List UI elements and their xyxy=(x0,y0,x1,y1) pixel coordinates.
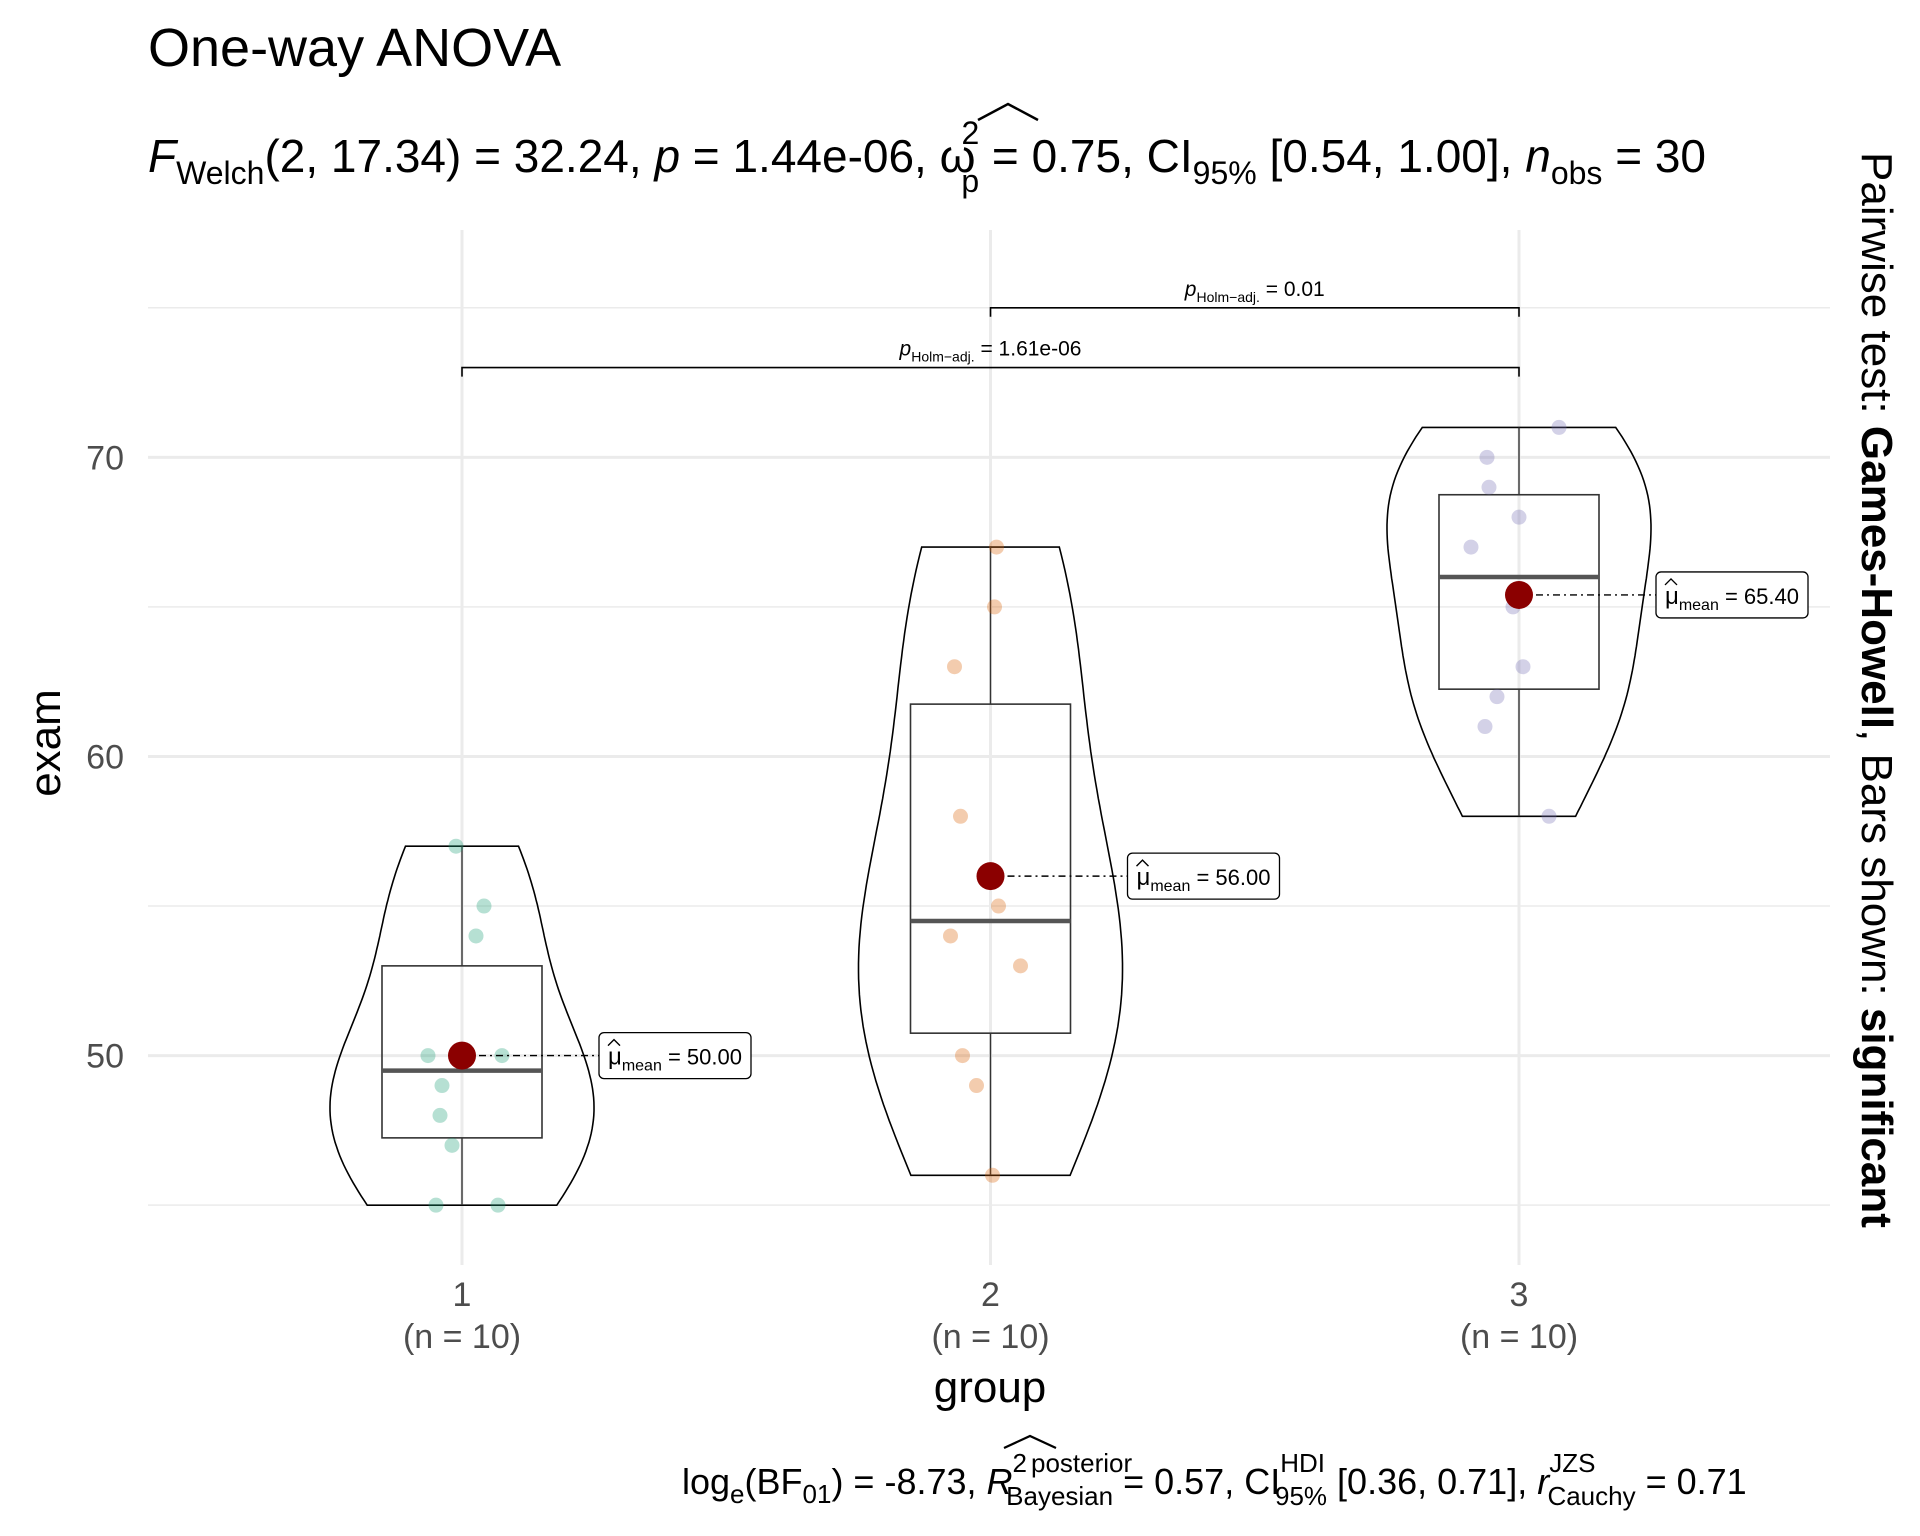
mean-hat xyxy=(607,1038,621,1047)
data-point xyxy=(444,1137,460,1153)
pairwise-test-label: Pairwise test: Games-Howell, Bars shown:… xyxy=(1852,152,1901,1228)
chart-title: One-way ANOVA xyxy=(148,18,561,78)
y-axis-label: exam xyxy=(21,689,70,797)
x-tick-label: 2 xyxy=(981,1276,1000,1314)
comparison-label: pHolm−adj. = 1.61e-06 xyxy=(899,338,1082,365)
mean-point-group-2 xyxy=(976,862,1005,891)
mean-label: μmean = 56.00 xyxy=(1137,864,1271,895)
data-point xyxy=(947,659,962,675)
data-point xyxy=(1551,419,1567,435)
mean-label-box xyxy=(1126,852,1281,900)
bayes-caption: loge(BF01) = -8.73, R2 posterior Bayesian … xyxy=(682,1448,1747,1511)
violin-group-3 xyxy=(1386,426,1652,818)
x-tick-n-label: (n = 10) xyxy=(1460,1318,1578,1356)
omega-hat xyxy=(977,102,1039,122)
data-point xyxy=(1481,479,1497,495)
box-group-2 xyxy=(909,703,1072,1034)
x-tick-label: 3 xyxy=(1510,1276,1529,1314)
mean-label-box xyxy=(1655,571,1809,619)
boxplots xyxy=(381,427,1600,1206)
mean-label-box xyxy=(598,1031,752,1080)
box-group-1 xyxy=(381,965,543,1139)
data-point xyxy=(989,539,1004,555)
data-point xyxy=(1013,958,1028,974)
x-tick-n-label: (n = 10) xyxy=(403,1318,521,1356)
data-point xyxy=(432,1107,448,1123)
y-tick-label: 60 xyxy=(86,738,124,776)
x-tick-label: 1 xyxy=(453,1276,472,1314)
data-point xyxy=(428,1197,444,1213)
data-points xyxy=(420,419,1567,1213)
data-point xyxy=(943,928,958,944)
data-point xyxy=(490,1197,506,1213)
mean-point-group-3 xyxy=(1505,580,1533,609)
data-point xyxy=(955,1048,970,1064)
mean-label: μmean = 50.00 xyxy=(608,1044,742,1075)
data-point xyxy=(1479,449,1495,465)
mean-hat xyxy=(1664,577,1678,586)
data-point xyxy=(468,928,484,944)
mean-hat xyxy=(1136,859,1149,867)
comparison-label: pHolm−adj. = 0.01 xyxy=(1184,278,1325,305)
data-point xyxy=(476,898,492,914)
data-point xyxy=(448,838,464,854)
x-tick-n-label: (n = 10) xyxy=(931,1318,1049,1356)
y-tick-label: 70 xyxy=(86,439,124,477)
data-point xyxy=(434,1078,450,1094)
x-ticks: 1 (n = 10) 2 (n = 10) 3 (n = 10) xyxy=(403,1276,1578,1356)
mean-label: μmean = 65.40 xyxy=(1665,583,1799,614)
r-hat xyxy=(1003,1434,1057,1449)
data-point xyxy=(1541,808,1557,824)
x-axis-label: group xyxy=(934,1363,1047,1412)
y-ticks: 50 60 70 xyxy=(86,439,124,1075)
violin-group-2 xyxy=(857,546,1124,1177)
violins xyxy=(329,426,1652,1206)
data-point xyxy=(969,1078,984,1094)
violin-group-1 xyxy=(329,845,595,1206)
y-tick-label: 50 xyxy=(86,1038,124,1076)
pairwise-comparisons: pHolm−adj. = 0.01 pHolm−adj. = 1.61e-06 xyxy=(461,278,1520,377)
data-point xyxy=(1515,659,1531,675)
box-group-3 xyxy=(1438,493,1600,690)
data-point xyxy=(1463,539,1479,555)
data-point xyxy=(1477,719,1493,735)
data-point xyxy=(985,1167,1000,1183)
data-point xyxy=(420,1048,436,1064)
mean-point-group-1 xyxy=(448,1041,476,1070)
comparison-bracket xyxy=(461,366,1520,377)
data-point xyxy=(987,599,1002,615)
data-point xyxy=(1489,689,1505,705)
data-point xyxy=(953,808,968,824)
comparison-bracket xyxy=(989,306,1520,317)
gridlines xyxy=(148,230,1830,1265)
data-point xyxy=(1511,509,1527,525)
mean-markers: μmean = 50.00 μmean = 56.00 μmean = 65.40 xyxy=(448,571,1809,1080)
data-point xyxy=(991,898,1006,914)
chart-subtitle: FWelch(2, 17.34) = 32.24, p = 1.44e-06, … xyxy=(148,115,1706,199)
